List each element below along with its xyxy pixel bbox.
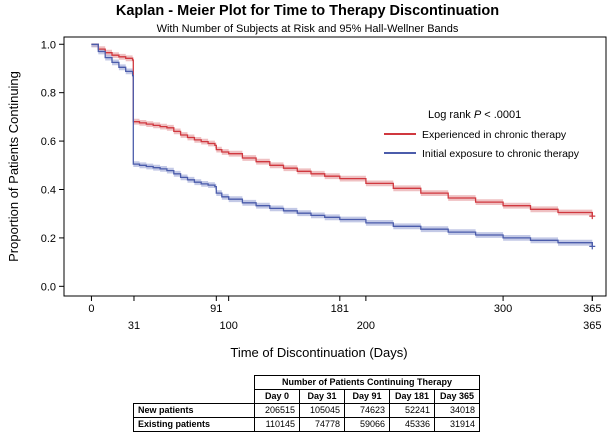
- x-tick-label: 365: [583, 303, 601, 315]
- risk-table-cell: 206515: [254, 403, 300, 418]
- risk-table-cell: 74778: [299, 417, 345, 432]
- risk-table-cell: 31914: [434, 417, 480, 432]
- risk-table-title: Number of Patients Continuing Therapy: [254, 375, 480, 390]
- risk-table-column-header: Day 365: [434, 389, 480, 404]
- risk-table-column-header: Day 31: [299, 389, 345, 404]
- risk-table-title-row: Number of Patients Continuing Therapy: [134, 375, 480, 390]
- risk-table-cell: 59066: [344, 417, 390, 432]
- x-tick-label: 300: [494, 303, 512, 315]
- risk-table-cell: 52241: [389, 403, 435, 418]
- series-line-0: [91, 43, 593, 217]
- x-tick-label: 91: [210, 303, 222, 315]
- series-line-1: [91, 43, 593, 247]
- censor-mark-1: [589, 243, 596, 250]
- risk-table-column-header: Day 0: [254, 389, 300, 404]
- y-tick-label: 1.0: [41, 39, 56, 51]
- plot-frame: [63, 36, 607, 297]
- risk-table-cell: 45336: [389, 417, 435, 432]
- risk-table-row-label: New patients: [133, 403, 255, 418]
- survival-curves: [91, 43, 596, 250]
- risk-table-cell: 110145: [254, 417, 300, 432]
- y-tick-label: 0.2: [41, 233, 56, 245]
- y-axis: 0.0 0.2 0.4 0.6 0.8 1.0: [41, 39, 64, 293]
- risk-table-header-row: Day 0 Day 31 Day 91 Day 181 Day 365: [134, 389, 480, 404]
- chart-subtitle: With Number of Subjects at Risk and 95% …: [156, 23, 459, 35]
- risk-table-row-label: Existing patients: [133, 417, 255, 432]
- risk-table-row: New patients 206515 105045 74623 52241 3…: [133, 403, 480, 418]
- risk-table-row: Existing patients 110145 74778 59066 453…: [133, 417, 480, 432]
- risk-table-column-header: Day 91: [344, 389, 390, 404]
- km-chart: 0.0 0.2 0.4 0.6 0.8 1.0 0 91 181 300 365 31 100 200 3…: [6, 36, 607, 360]
- risk-table-cell: 105045: [299, 403, 345, 418]
- risk-table-column-header: Day 181: [389, 389, 435, 404]
- x-tick-label: 100: [219, 320, 237, 332]
- legend: Experienced in chronic therapy Initial e…: [384, 129, 580, 160]
- risk-table-corner-2: [134, 390, 255, 404]
- logrank-p: P: [474, 109, 482, 121]
- censor-mark-0: [589, 213, 596, 220]
- logrank-suffix: < .0001: [481, 109, 521, 121]
- confidence-band-1: [91, 44, 593, 250]
- y-tick-label: 0.0: [41, 281, 56, 293]
- y-axis-label: Proportion of Patients Continuing: [6, 71, 21, 262]
- logrank-prefix: Log rank: [428, 109, 474, 121]
- logrank-annotation: Log rank P < .0001: [428, 109, 521, 121]
- y-tick-label: 0.4: [41, 184, 56, 196]
- x-tick-label: 31: [128, 320, 140, 332]
- x-tick-label: 181: [331, 303, 349, 315]
- legend-label-initial: Initial exposure to chronic therapy: [422, 148, 580, 160]
- risk-table: Number of Patients Continuing Therapy Da…: [133, 375, 480, 432]
- x-tick-label: 200: [357, 320, 375, 332]
- x-axis: 0 91 181 300 365 31 100 200 365: [88, 296, 601, 332]
- chart-title: Kaplan - Meier Plot for Time to Therapy …: [115, 3, 500, 19]
- confidence-bands: [91, 44, 593, 250]
- y-tick-label: 0.8: [41, 88, 56, 100]
- y-tick-label: 0.6: [41, 136, 56, 148]
- legend-label-experienced: Experienced in chronic therapy: [422, 129, 567, 141]
- risk-table-cell: 34018: [434, 403, 480, 418]
- risk-table-corner: [134, 376, 255, 390]
- x-axis-label: Time of Discontinuation (Days): [230, 345, 407, 360]
- risk-table-cell: 74623: [344, 403, 390, 418]
- x-tick-label: 365: [583, 320, 601, 332]
- x-tick-label: 0: [88, 303, 94, 315]
